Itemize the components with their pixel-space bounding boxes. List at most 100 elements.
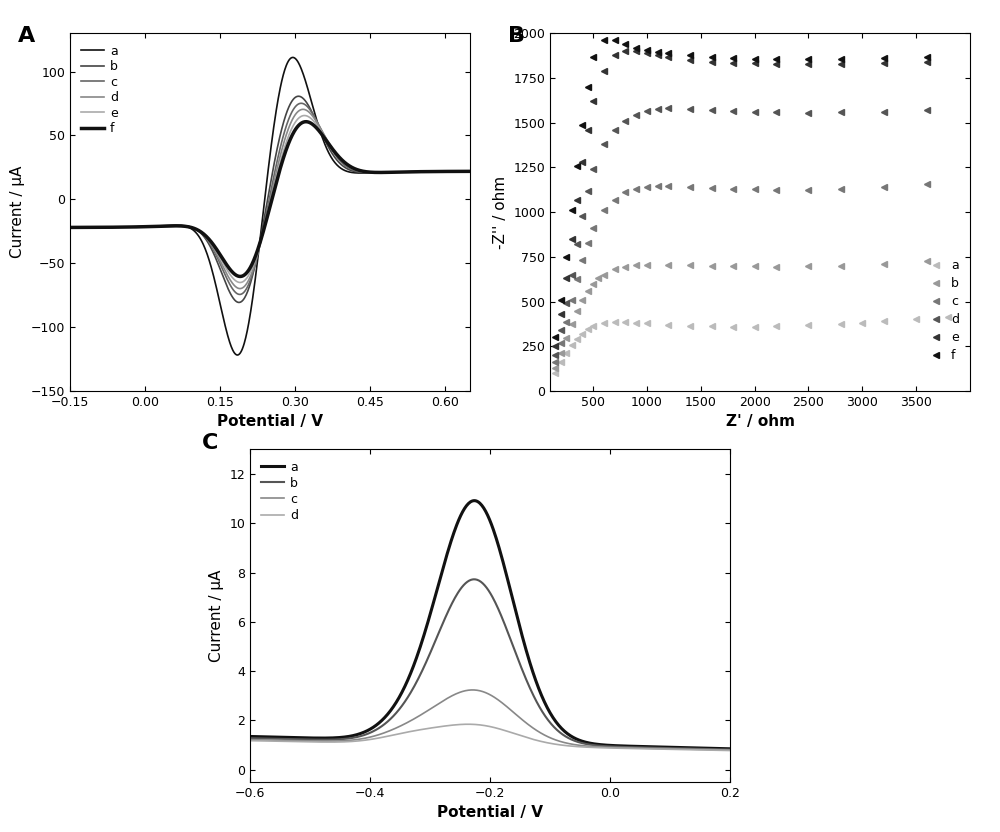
Line: b: b bbox=[553, 259, 930, 370]
b bbox=[308, 111, 320, 121]
f bbox=[308, 121, 320, 131]
f bbox=[320, 135, 332, 145]
e bbox=[630, 46, 642, 56]
e bbox=[298, 111, 310, 121]
a bbox=[856, 318, 868, 328]
d bbox=[576, 210, 588, 220]
d bbox=[368, 167, 380, 177]
d bbox=[462, 719, 474, 729]
c bbox=[555, 338, 567, 348]
c bbox=[749, 184, 761, 194]
d bbox=[476, 721, 488, 730]
Line: d: d bbox=[553, 106, 930, 358]
Legend: a, b, c, d, e, f: a, b, c, d, e, f bbox=[76, 40, 123, 140]
a bbox=[619, 317, 631, 327]
e bbox=[835, 59, 847, 69]
X-axis label: Z' / ohm: Z' / ohm bbox=[726, 414, 794, 429]
b bbox=[468, 574, 480, 584]
a bbox=[749, 322, 761, 332]
e bbox=[619, 46, 631, 56]
a bbox=[662, 319, 674, 329]
a bbox=[942, 312, 954, 322]
f bbox=[555, 295, 567, 305]
d bbox=[662, 103, 674, 113]
a bbox=[641, 319, 653, 329]
c bbox=[609, 195, 621, 205]
b bbox=[292, 92, 304, 102]
Line: e: e bbox=[70, 116, 470, 283]
b bbox=[368, 168, 380, 178]
e bbox=[571, 195, 583, 205]
a bbox=[727, 322, 739, 332]
d bbox=[641, 106, 653, 116]
a bbox=[630, 318, 642, 328]
b bbox=[244, 733, 256, 743]
d bbox=[531, 735, 543, 745]
e bbox=[598, 66, 610, 76]
f bbox=[641, 45, 653, 55]
c bbox=[638, 743, 650, 753]
d bbox=[409, 166, 421, 176]
a bbox=[555, 358, 567, 368]
b bbox=[592, 274, 604, 284]
f bbox=[549, 332, 561, 343]
e bbox=[560, 274, 572, 284]
a bbox=[308, 105, 320, 115]
b bbox=[320, 137, 332, 147]
a bbox=[587, 321, 599, 331]
b bbox=[727, 261, 739, 271]
c bbox=[368, 168, 380, 178]
f bbox=[630, 42, 642, 52]
a bbox=[713, 744, 725, 754]
c bbox=[466, 685, 478, 695]
d bbox=[464, 166, 476, 176]
f bbox=[560, 252, 572, 262]
c bbox=[244, 735, 256, 745]
e bbox=[368, 167, 380, 177]
b bbox=[749, 261, 761, 271]
b bbox=[921, 256, 933, 266]
b bbox=[64, 222, 76, 232]
f bbox=[297, 117, 309, 127]
f bbox=[368, 167, 380, 177]
Line: b: b bbox=[70, 97, 470, 302]
Text: C: C bbox=[202, 433, 218, 453]
c bbox=[576, 255, 588, 265]
c bbox=[549, 358, 561, 368]
c bbox=[770, 185, 782, 195]
Y-axis label: Current / μA: Current / μA bbox=[209, 569, 224, 662]
a bbox=[231, 350, 243, 360]
f bbox=[464, 166, 476, 176]
b bbox=[662, 260, 674, 270]
a bbox=[64, 222, 76, 232]
a bbox=[468, 496, 480, 506]
d bbox=[770, 107, 782, 117]
b bbox=[473, 576, 485, 586]
a bbox=[464, 166, 476, 176]
d bbox=[638, 744, 650, 754]
f bbox=[609, 36, 621, 46]
c bbox=[835, 184, 847, 194]
d bbox=[802, 107, 814, 117]
a bbox=[560, 349, 572, 359]
a bbox=[244, 731, 256, 741]
a bbox=[549, 368, 561, 378]
f bbox=[587, 52, 599, 62]
e bbox=[652, 50, 664, 60]
b bbox=[571, 305, 583, 315]
c bbox=[598, 206, 610, 215]
f bbox=[662, 48, 674, 58]
c bbox=[587, 223, 599, 233]
a bbox=[878, 316, 890, 326]
b bbox=[505, 635, 517, 645]
f bbox=[921, 52, 933, 62]
d bbox=[64, 222, 76, 232]
a bbox=[770, 321, 782, 331]
c bbox=[619, 187, 631, 197]
b bbox=[835, 260, 847, 270]
b bbox=[409, 166, 421, 176]
d bbox=[652, 104, 664, 114]
d bbox=[234, 284, 246, 294]
e bbox=[582, 125, 594, 135]
d bbox=[297, 104, 309, 114]
